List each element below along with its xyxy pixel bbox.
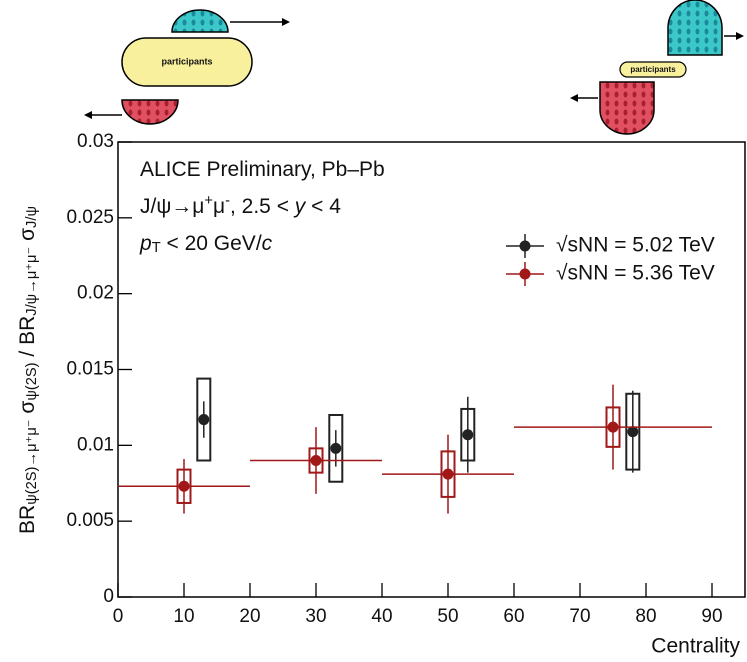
data-point [627, 426, 639, 438]
text-part: - [225, 193, 230, 209]
x-tick-label: 40 [371, 606, 392, 627]
syst-error-box [176, 468, 192, 504]
x-tick-label: 70 [569, 606, 590, 627]
text-part: J/ψ→μ [140, 195, 204, 218]
legend-marker [519, 268, 531, 280]
text-part: T [152, 240, 161, 256]
y-tick-label: 0 [103, 586, 114, 607]
x-tick-label: 20 [239, 606, 260, 627]
y-tick-label: 0.025 [66, 207, 114, 228]
y-tick-label: 0.03 [77, 131, 114, 152]
annotation: J/ψ→μ+μ-, 2.5 < y < 4 [140, 193, 341, 218]
participants-label: participants [630, 65, 676, 74]
data-point [178, 480, 190, 492]
syst-error-box [625, 392, 641, 471]
annotation: pT < 20 GeV/c [139, 232, 273, 257]
data-point [198, 414, 210, 426]
syst-error-box [196, 377, 212, 462]
x-tick-label: 10 [173, 606, 194, 627]
text-part: , 2.5 < [230, 195, 295, 218]
x-axis-label: Centrality [651, 635, 740, 658]
text-part: ψ(2S) [24, 362, 40, 400]
data-point [330, 442, 342, 454]
data-point [607, 421, 619, 433]
text-part: + [204, 193, 213, 209]
text-part: y [293, 195, 307, 218]
data-point [442, 468, 454, 480]
text-part: J/ψ→μ⁺μ⁻ [24, 247, 40, 316]
syst-error-box [605, 406, 621, 448]
data-point [462, 429, 474, 441]
syst-error-box [308, 447, 324, 474]
x-tick-label: 80 [635, 606, 656, 627]
x-tick-label: 90 [701, 606, 722, 627]
legend-marker [519, 240, 531, 252]
data-point [310, 455, 322, 466]
syst-error-box [328, 414, 344, 483]
text-part: ALICE Preliminary, Pb–Pb [140, 158, 385, 181]
y-tick-label: 0.01 [77, 434, 114, 455]
syst-error-box [440, 450, 456, 498]
text-part: < 4 [305, 195, 341, 218]
x-tick-label: 50 [437, 606, 458, 627]
text-part: ψ(2S)→μ⁺μ⁻ [24, 419, 40, 504]
text-part: σ [16, 401, 39, 420]
participants-label: participants [161, 56, 212, 66]
annotation: ALICE Preliminary, Pb–Pb [140, 158, 385, 181]
text-part: BR [16, 505, 39, 534]
syst-error-box [460, 407, 476, 462]
text-part: c [262, 232, 273, 255]
illustration-right: participants [570, 0, 744, 135]
text-part: μ [213, 195, 225, 218]
legend-label: √sNN = 5.36 TeV [556, 262, 715, 285]
x-tick-label: 0 [113, 606, 124, 627]
illustration-left: participants [84, 9, 290, 125]
y-axis-label: BRψ(2S)→μ⁺μ⁻ σψ(2S) / BRJ/ψ→μ⁺μ⁻ σJ/ψ [16, 206, 41, 534]
text-part: < 20 GeV/ [161, 232, 262, 255]
text-part: / BR [16, 316, 39, 363]
text-part: p [139, 232, 152, 255]
y-tick-label: 0.015 [66, 359, 114, 380]
text-part: σ [16, 228, 39, 247]
y-tick-label: 0.02 [77, 283, 114, 304]
x-tick-label: 60 [503, 606, 524, 627]
text-part: J/ψ [24, 206, 40, 228]
x-tick-label: 30 [305, 606, 326, 627]
legend-label: √sNN = 5.02 TeV [556, 234, 715, 257]
y-tick-label: 0.005 [66, 510, 114, 531]
